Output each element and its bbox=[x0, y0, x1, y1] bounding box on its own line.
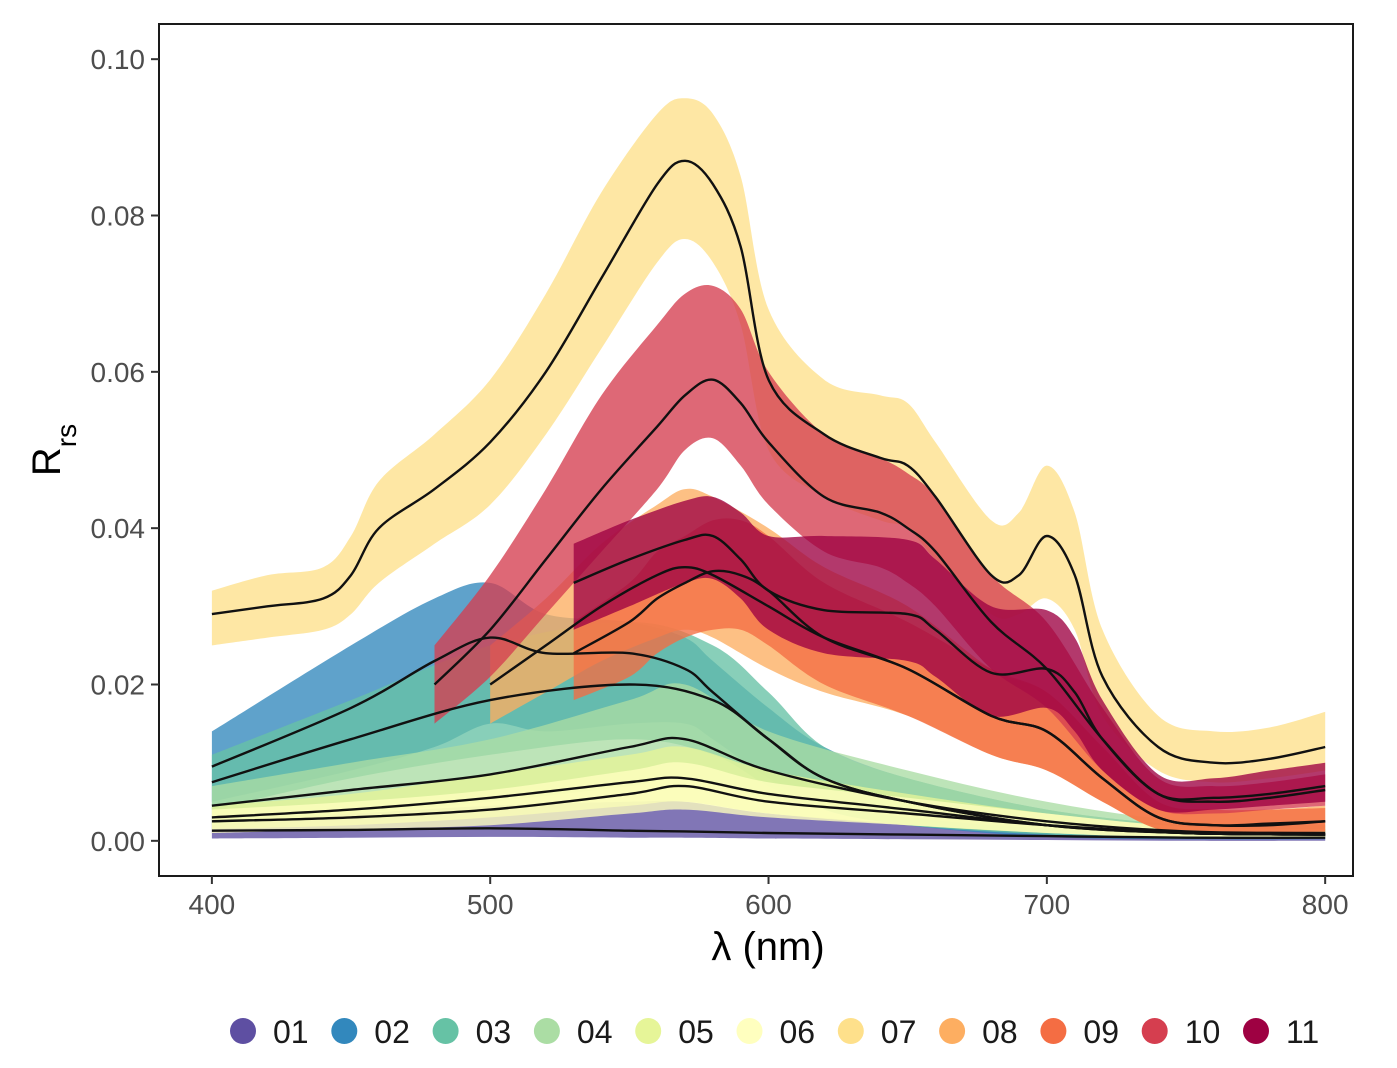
y-tick-label: 0.08 bbox=[91, 201, 146, 232]
legend-key-04 bbox=[533, 1018, 560, 1044]
y-tick-label: 0.10 bbox=[91, 44, 146, 75]
legend-label-05: 05 bbox=[678, 1014, 714, 1050]
legend-key-11 bbox=[1243, 1018, 1269, 1044]
legend-key-10 bbox=[1141, 1018, 1168, 1044]
legend-label-04: 04 bbox=[577, 1014, 613, 1050]
legend-label-01: 01 bbox=[273, 1014, 309, 1050]
y-axis-title: Rrs bbox=[25, 424, 82, 476]
legend-label-03: 03 bbox=[476, 1014, 512, 1050]
ribbon-06 bbox=[211, 762, 1326, 839]
y-tick-label: 0.02 bbox=[91, 669, 146, 700]
legend-key-08 bbox=[939, 1018, 966, 1044]
mean-line-09 bbox=[573, 569, 1326, 827]
y-tick-label: 0.04 bbox=[91, 513, 146, 544]
mean-line-layer bbox=[211, 159, 1326, 840]
x-tick-label: 800 bbox=[1302, 889, 1349, 920]
x-tick-label: 500 bbox=[467, 889, 514, 920]
mean-line-01 bbox=[211, 827, 1326, 840]
legend: 01 02 03 04 05 06 07 08 09 10 11 bbox=[230, 1014, 1319, 1050]
legend-label-09: 09 bbox=[1083, 1014, 1119, 1050]
x-tick-label: 400 bbox=[189, 889, 236, 920]
legend-key-01 bbox=[230, 1018, 256, 1044]
y-axis: 0.00 0.02 0.04 0.06 0.08 0.10 bbox=[91, 44, 159, 857]
legend-key-07 bbox=[837, 1018, 864, 1044]
legend-key-06 bbox=[736, 1018, 763, 1044]
mean-line-11 bbox=[573, 533, 1326, 801]
plot-panel-border bbox=[158, 23, 1354, 877]
y-axis-title-subscript: rs bbox=[51, 424, 82, 447]
legend-key-02 bbox=[331, 1018, 358, 1044]
legend-key-03 bbox=[432, 1018, 459, 1044]
mean-line-07 bbox=[211, 159, 1326, 765]
legend-label-08: 08 bbox=[982, 1014, 1018, 1050]
y-tick-label: 0.06 bbox=[91, 357, 146, 388]
x-tick-label: 700 bbox=[1023, 889, 1070, 920]
y-tick-label: 0.00 bbox=[91, 826, 146, 857]
x-axis-title: λ (nm) bbox=[711, 925, 824, 969]
x-tick-label: 600 bbox=[745, 889, 792, 920]
mean-line-06 bbox=[211, 784, 1326, 836]
x-axis: 400 500 600 700 800 bbox=[189, 876, 1349, 920]
legend-label-02: 02 bbox=[374, 1014, 410, 1050]
y-axis-title-main: R bbox=[25, 447, 69, 476]
legend-key-09 bbox=[1040, 1018, 1067, 1044]
legend-key-05 bbox=[635, 1018, 662, 1044]
legend-label-10: 10 bbox=[1185, 1014, 1221, 1050]
mean-line-04 bbox=[211, 736, 1326, 835]
legend-label-06: 06 bbox=[780, 1014, 816, 1050]
legend-label-07: 07 bbox=[881, 1014, 917, 1050]
ribbon-11 bbox=[573, 496, 1326, 813]
legend-label-11: 11 bbox=[1286, 1014, 1319, 1050]
